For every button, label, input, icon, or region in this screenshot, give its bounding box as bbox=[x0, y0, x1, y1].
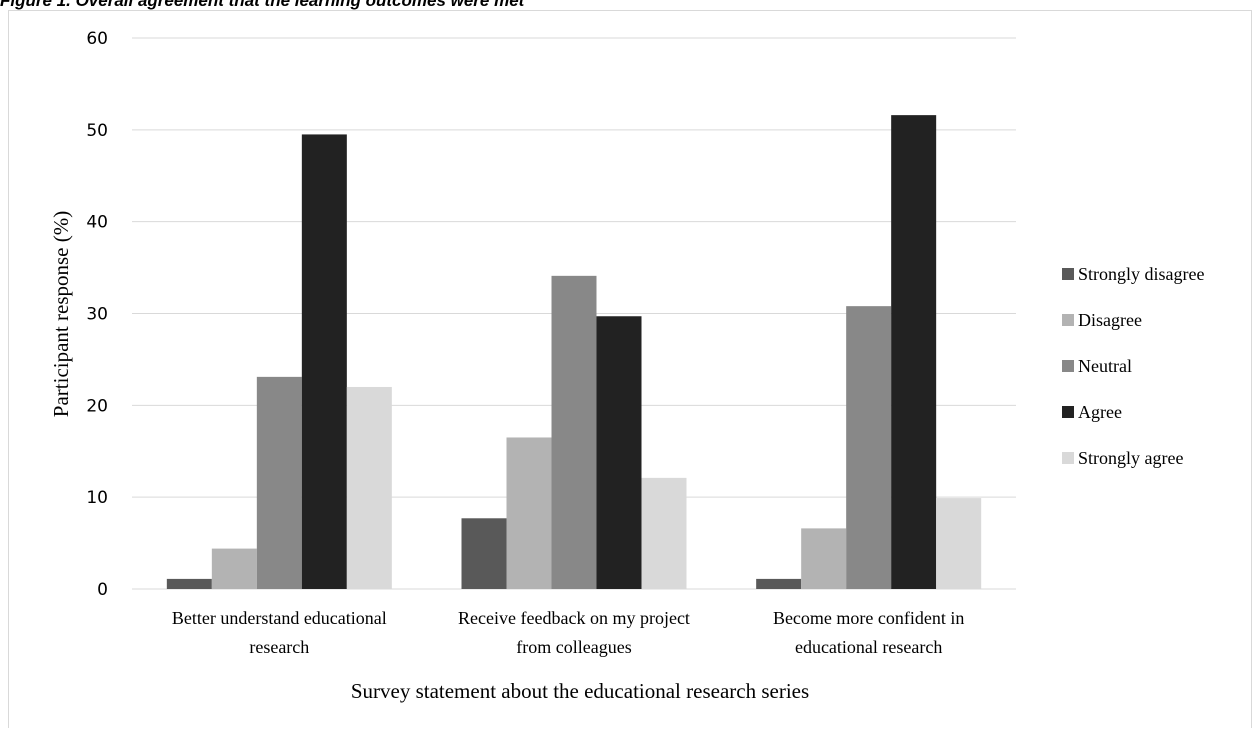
bar-strongly-agree bbox=[641, 477, 687, 589]
y-tick-label: 60 bbox=[86, 29, 108, 49]
bar-neutral bbox=[551, 275, 597, 589]
figure-caption: Figure 1. Overall agreement that the lea… bbox=[0, 0, 525, 10]
bar-disagree bbox=[801, 528, 847, 589]
y-tick-label: 20 bbox=[86, 396, 108, 416]
y-axis: 0 10 20 30 40 50 60 bbox=[86, 29, 108, 600]
x-tick-label: Better understand educational research bbox=[172, 608, 387, 657]
legend-label: Disagree bbox=[1078, 310, 1142, 330]
y-axis-label: Participant response (%) bbox=[49, 211, 73, 417]
legend-swatch bbox=[1062, 314, 1074, 326]
bar-disagree bbox=[506, 437, 552, 589]
bar-strongly-agree bbox=[346, 386, 392, 589]
legend-label: Strongly disagree bbox=[1078, 264, 1204, 284]
x-axis-label: Survey statement about the educational r… bbox=[351, 679, 809, 703]
bar-strongly-disagree bbox=[756, 578, 802, 589]
x-axis: Better understand educational research Rec… bbox=[172, 608, 965, 657]
x-tick-label: Become more confident in educational rese… bbox=[773, 608, 964, 657]
y-tick-label: 10 bbox=[86, 488, 108, 508]
x-tick-label: Receive feedback on my project from colle… bbox=[458, 608, 690, 657]
bars bbox=[166, 115, 982, 590]
legend-label: Neutral bbox=[1078, 356, 1132, 376]
legend-swatch bbox=[1062, 452, 1074, 464]
legend-label: Agree bbox=[1078, 402, 1122, 422]
chart-frame bbox=[8, 10, 1252, 728]
bar-neutral bbox=[256, 376, 302, 589]
legend-swatch bbox=[1062, 406, 1074, 418]
bar-strongly-disagree bbox=[461, 518, 507, 589]
bar-strongly-disagree bbox=[166, 578, 212, 589]
y-tick-label: 50 bbox=[86, 121, 108, 141]
bar-agree bbox=[891, 115, 937, 589]
y-tick-label: 0 bbox=[97, 580, 108, 600]
legend-swatch bbox=[1062, 360, 1074, 372]
legend-label: Strongly agree bbox=[1078, 448, 1183, 468]
y-tick-label: 40 bbox=[86, 213, 108, 233]
bar-strongly-agree bbox=[936, 498, 982, 589]
legend: Strongly disagree Disagree Neutral Agree Str… bbox=[1062, 264, 1204, 468]
bar-agree bbox=[301, 134, 347, 590]
y-tick-label: 30 bbox=[86, 305, 108, 325]
bar-agree bbox=[596, 316, 642, 589]
legend-swatch bbox=[1062, 268, 1074, 280]
bar-neutral bbox=[846, 306, 892, 589]
bar-disagree bbox=[211, 548, 257, 589]
